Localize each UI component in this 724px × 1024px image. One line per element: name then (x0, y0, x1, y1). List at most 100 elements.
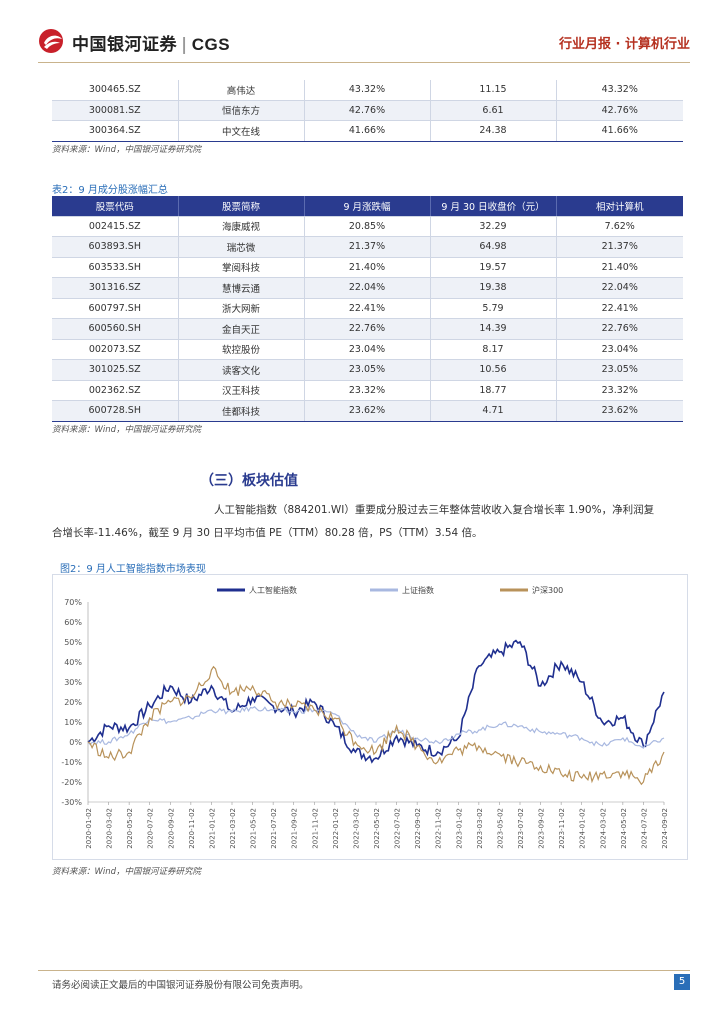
table-cell: 43.32% (556, 80, 683, 101)
table-cell: 603533.SH (52, 257, 179, 278)
table-cell: 金自天正 (178, 318, 305, 340)
x-tick-label: 2023-09-02 (538, 808, 546, 849)
table-cell: 慧博云通 (178, 277, 305, 299)
table-cell: 高伟达 (178, 80, 305, 101)
table-cell: 24.38 (430, 120, 557, 142)
table-cell: 300364.SZ (52, 120, 179, 142)
table-row: 600728.SH 佳都科技 23.62% 4.71 23.62% (52, 400, 683, 422)
table-cell: 11.15 (430, 80, 557, 101)
chart-frame (52, 574, 688, 860)
x-tick-label: 2023-07-02 (517, 808, 525, 849)
paragraph-line-2: 合增长率-11.46%，截至 9 月 30 日平均市值 PE（TTM）80.28… (52, 527, 483, 539)
table-cell: 23.04% (304, 339, 431, 360)
table-cell: 5.79 (430, 298, 557, 319)
x-tick-label: 2021-03-02 (229, 808, 237, 849)
table-cell: 19.57 (430, 257, 557, 278)
legend-label: 上证指数 (402, 585, 434, 595)
header-divider (38, 62, 690, 63)
column-header: 9 月 30 日收盘价（元） (430, 196, 557, 217)
brand-cn: 中国银河证券 (72, 35, 177, 55)
x-tick-label: 2022-03-02 (352, 808, 360, 849)
x-tick-label: 2020-03-02 (106, 808, 114, 849)
table-cell: 18.77 (430, 380, 557, 401)
table-cell: 22.04% (556, 277, 683, 299)
page-number: 5 (674, 974, 690, 990)
x-tick-label: 2024-05-02 (620, 808, 628, 849)
x-tick-label: 2021-09-02 (291, 808, 299, 849)
x-tick-label: 2022-01-02 (332, 808, 340, 849)
table2-caption: 表2：9 月成分股涨幅汇总 (52, 185, 168, 196)
table-cell: 64.98 (430, 236, 557, 258)
table-cell: 21.37% (304, 236, 431, 258)
x-tick-label: 2024-03-02 (599, 808, 607, 849)
table-cell: 7.62% (556, 216, 683, 237)
legend-label: 人工智能指数 (249, 585, 297, 595)
x-tick-label: 2022-11-02 (435, 808, 443, 849)
legend-label: 沪深300 (532, 585, 563, 595)
table-cell: 19.38 (430, 277, 557, 299)
valuation-paragraph: 人工智能指数（884201.WI）重要成分股过去三年整体营收收入复合增长率 1.… (52, 499, 688, 545)
table-cell: 002415.SZ (52, 216, 179, 237)
x-tick-label: 2021-07-02 (270, 808, 278, 849)
table-cell: 42.76% (556, 100, 683, 121)
x-tick-label: 2022-05-02 (373, 808, 381, 849)
table-cell: 300081.SZ (52, 100, 179, 121)
y-tick-label: 10% (64, 718, 82, 727)
series-line-0 (87, 639, 665, 764)
table1-source: 资料来源：Wind，中国银河证券研究院 (52, 145, 202, 155)
x-tick-label: 2022-09-02 (414, 808, 422, 849)
table-row: 300081.SZ 恒信东方 42.76% 6.61 42.76% (52, 100, 683, 121)
x-tick-label: 2023-05-02 (496, 808, 504, 849)
y-tick-label: 70% (64, 598, 82, 607)
table-cell: 23.62% (556, 400, 683, 422)
table-cell: 读客文化 (178, 359, 305, 381)
x-tick-label: 2022-07-02 (394, 808, 402, 849)
table-cell: 14.39 (430, 318, 557, 340)
footer-disclaimer: 请务必阅读正文最后的中国银河证券股份有限公司免责声明。 (52, 980, 309, 991)
table-row: 002073.SZ 软控股份 23.04% 8.17 23.04% (52, 339, 683, 360)
table-cell: 瑞芯微 (178, 236, 305, 258)
x-tick-label: 2020-07-02 (147, 808, 155, 849)
table-cell: 300465.SZ (52, 80, 179, 101)
section-title: （三）板块估值 (200, 473, 298, 489)
x-tick-label: 2021-01-02 (208, 808, 216, 849)
y-tick-label: 30% (64, 678, 82, 687)
table-cell: 掌阅科技 (178, 257, 305, 278)
table-cell: 22.41% (304, 298, 431, 319)
table-cell: 海康威视 (178, 216, 305, 237)
table-row: 301025.SZ 读客文化 23.05% 10.56 23.05% (52, 359, 683, 381)
y-tick-label: 50% (64, 638, 82, 647)
x-tick-label: 2020-09-02 (167, 808, 175, 849)
table-cell: 600797.SH (52, 298, 179, 319)
chart-source: 资料来源：Wind，中国银河证券研究院 (52, 867, 202, 877)
table-cell: 21.40% (556, 257, 683, 278)
table-cell: 6.61 (430, 100, 557, 121)
table-cell: 21.37% (556, 236, 683, 258)
table-cell: 22.76% (556, 318, 683, 340)
table-row: 300465.SZ 高伟达 43.32% 11.15 43.32% (52, 80, 683, 101)
y-tick-label: 0% (69, 738, 82, 747)
table-cell: 20.85% (304, 216, 431, 237)
series-line-2 (87, 665, 665, 786)
column-header: 股票代码 (52, 196, 179, 217)
table-cell: 22.76% (304, 318, 431, 340)
x-tick-label: 2021-11-02 (311, 808, 319, 849)
table-row: 002362.SZ 汉王科技 23.32% 18.77 23.32% (52, 380, 683, 401)
y-tick-label: -20% (61, 778, 82, 787)
table-cell: 23.32% (304, 380, 431, 401)
table-cell: 23.05% (304, 359, 431, 381)
table-cell: 002362.SZ (52, 380, 179, 401)
table-cell: 22.41% (556, 298, 683, 319)
table-row: 301316.SZ 慧博云通 22.04% 19.38 22.04% (52, 277, 683, 299)
column-header: 相对计算机 (556, 196, 683, 217)
cgs-logo-icon (39, 29, 63, 53)
table-cell: 23.04% (556, 339, 683, 360)
paragraph-line-1: 人工智能指数（884201.WI）重要成分股过去三年整体营收收入复合增长率 1.… (214, 504, 655, 516)
table-row: 603533.SH 掌阅科技 21.40% 19.57 21.40% (52, 257, 683, 278)
table-cell: 佳都科技 (178, 400, 305, 422)
x-tick-label: 2020-11-02 (188, 808, 196, 849)
y-tick-label: 20% (64, 698, 82, 707)
table-cell: 软控股份 (178, 339, 305, 360)
table-row: 600560.SH 金自天正 22.76% 14.39 22.76% (52, 318, 683, 340)
table-cell: 8.17 (430, 339, 557, 360)
